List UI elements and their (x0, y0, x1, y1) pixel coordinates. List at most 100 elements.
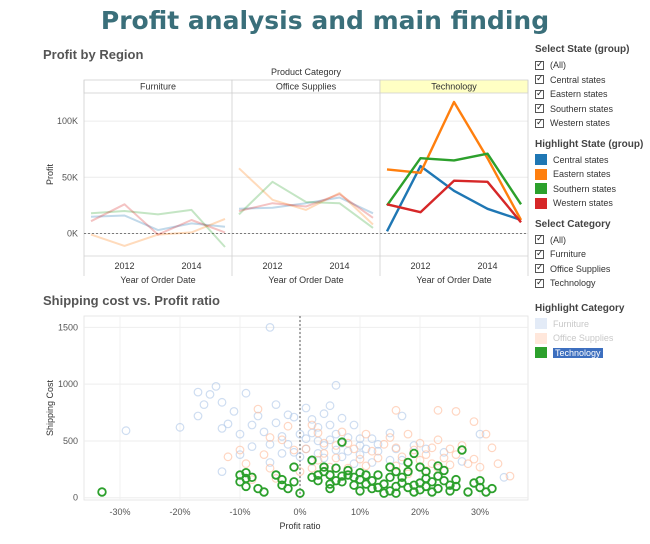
point-office-supplies (469, 417, 479, 426)
point-technology (355, 486, 365, 496)
point-office-supplies (409, 445, 419, 455)
category-filter-furniture[interactable]: Furniture (535, 247, 647, 262)
point-technology (445, 486, 455, 496)
point-technology (487, 483, 497, 494)
point-furniture (223, 419, 233, 429)
point-furniture (217, 423, 227, 433)
state-filter-eastern-states[interactable]: Eastern states (535, 87, 647, 102)
point-office-supplies (451, 450, 461, 460)
point-office-supplies (373, 453, 383, 463)
checkbox[interactable] (535, 117, 544, 128)
checkbox-label: Furniture (550, 249, 587, 260)
checkbox-label: Western states (550, 118, 610, 129)
point-furniture (325, 401, 335, 411)
state-filter-title: Select State (group) (535, 44, 630, 55)
checkbox[interactable] (535, 59, 544, 70)
state-legend-western-states[interactable]: Western states (535, 196, 647, 211)
point-technology (313, 475, 323, 486)
point-technology (439, 465, 449, 476)
category-filter-all[interactable]: (All) (535, 233, 647, 248)
point-furniture (301, 403, 311, 413)
point-furniture (205, 389, 215, 399)
point-furniture (313, 422, 323, 432)
point-office-supplies (427, 443, 437, 453)
category-filter-title: Select Category (535, 218, 611, 230)
x-tick-label: 2014 (329, 261, 349, 271)
point-furniture (307, 414, 317, 424)
checkbox[interactable] (535, 102, 544, 114)
scatter-chart-title: Shipping cost vs. Profit ratio (43, 293, 220, 308)
point-office-supplies (475, 462, 485, 472)
point-furniture (301, 434, 311, 444)
checkbox[interactable] (535, 233, 544, 245)
point-technology (379, 479, 389, 489)
checkbox-label: Eastern states (550, 89, 608, 100)
checkbox-label: Technology (550, 278, 596, 289)
point-furniture (313, 448, 323, 458)
point-technology (391, 466, 401, 477)
point-office-supplies (367, 446, 377, 456)
legend-label: Western states (553, 198, 613, 209)
checkbox[interactable] (535, 262, 544, 274)
x-tick-label: 2012 (262, 261, 282, 271)
point-technology (397, 478, 407, 488)
facet-header-label: Product Category (271, 67, 342, 77)
state-filter-all[interactable]: (All) (535, 58, 647, 73)
point-furniture (265, 322, 275, 332)
x-axis-title: Profit ratio (279, 521, 320, 531)
category-legend-technology[interactable]: Technology (535, 346, 647, 361)
category-legend-furniture[interactable]: Furniture (535, 317, 647, 332)
x-axis-title: Year of Order Date (416, 275, 491, 285)
checkbox[interactable] (535, 73, 544, 85)
point-office-supplies (415, 438, 425, 448)
point-office-supplies (265, 463, 275, 473)
state-filter-central-states[interactable]: Central states (535, 73, 647, 88)
state-legend-southern-states[interactable]: Southern states (535, 182, 647, 197)
point-technology (271, 470, 281, 480)
category-legend-office-supplies[interactable]: Office Supplies (535, 331, 647, 346)
category-filter-office-supplies[interactable]: Office Supplies (535, 262, 647, 277)
point-office-supplies (295, 467, 305, 477)
shipping-vs-profit-chart: 0 500 1000 1500 -30% -20% -10% 0% 10% 20% 30% Shipp… (45, 315, 529, 531)
point-technology (289, 462, 299, 472)
point-furniture (265, 458, 275, 467)
state-legend-central-states[interactable]: Central states (535, 153, 647, 168)
point-office-supplies (403, 429, 413, 439)
point-furniture (283, 439, 293, 449)
line-furniture-eastern-states (90, 217, 226, 247)
point-technology (421, 466, 431, 477)
point-furniture (355, 450, 365, 460)
x-tick-label: 2012 (114, 261, 134, 271)
x-tick-label: 0% (293, 507, 306, 517)
state-filter-western-states[interactable]: Western states (535, 116, 647, 131)
point-furniture (175, 422, 185, 432)
checkbox[interactable] (535, 277, 544, 288)
state-legend-eastern-states[interactable]: Eastern states (535, 167, 647, 182)
point-furniture (337, 413, 347, 423)
category-filter-technology[interactable]: Technology (535, 276, 647, 291)
point-office-supplies (439, 453, 449, 463)
checkbox-label: Central states (550, 74, 606, 85)
line-office-supplies-southern-states (238, 180, 374, 229)
point-office-supplies (349, 444, 359, 454)
point-furniture (247, 442, 257, 452)
point-office-supplies (385, 433, 395, 442)
checkbox[interactable] (535, 248, 544, 259)
point-technology (475, 475, 485, 486)
point-furniture (211, 381, 221, 391)
legend-label: Eastern states (553, 169, 611, 180)
point-technology (277, 474, 287, 485)
state-filter-southern-states[interactable]: Southern states (535, 102, 647, 117)
point-technology (337, 477, 347, 487)
checkbox[interactable] (535, 88, 544, 99)
x-tick-label: 20% (411, 507, 429, 517)
point-office-supplies (235, 445, 245, 455)
point-office-supplies (301, 444, 311, 454)
point-technology (283, 483, 293, 494)
point-technology (343, 465, 353, 476)
point-office-supplies (445, 460, 455, 470)
point-office-supplies (445, 444, 455, 454)
color-swatch (535, 332, 547, 344)
point-furniture (343, 433, 353, 442)
point-office-supplies (493, 459, 503, 469)
